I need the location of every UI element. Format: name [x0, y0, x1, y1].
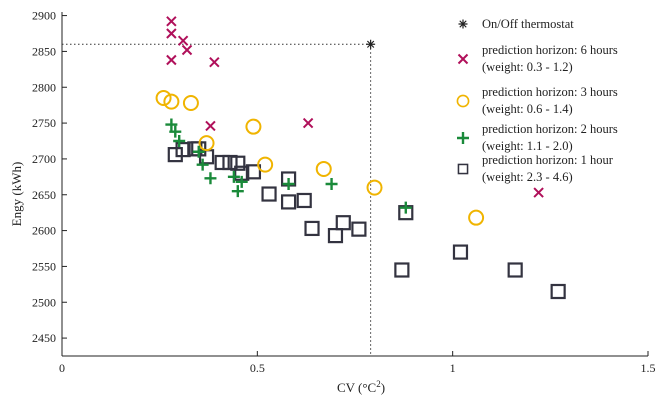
y-tick-label: 2550 [32, 259, 56, 273]
data-point-plus [204, 172, 217, 185]
data-point-circle [257, 156, 274, 173]
legend-marker-plus [457, 132, 469, 144]
data-point-square [327, 228, 344, 244]
data-point-plus [231, 185, 244, 198]
data-point-plus [399, 201, 412, 214]
data-point-square [222, 154, 238, 171]
data-point-x [166, 16, 177, 27]
data-point-x [181, 44, 193, 56]
data-point-square [550, 283, 566, 300]
data-point-plus [282, 178, 295, 190]
y-tick-label: 2850 [32, 44, 56, 58]
x-tick-label: 1 [450, 361, 456, 375]
data-point-square [214, 154, 230, 171]
data-point-circle [245, 118, 262, 135]
data-point-plus [173, 135, 186, 147]
data-point-x [166, 28, 177, 39]
legend-label: prediction horizon: 2 hours [482, 122, 618, 136]
data-point-square [280, 194, 297, 210]
data-point-asterisk [366, 39, 376, 49]
data-point-square [351, 221, 367, 237]
data-point-plus [325, 178, 338, 190]
y-tick-label: 2500 [32, 295, 56, 309]
legend-label: prediction horizon: 3 hours [482, 85, 618, 99]
series-square [167, 141, 566, 300]
y-tick-label: 2600 [32, 224, 56, 238]
y-tick-label: 2900 [32, 9, 56, 23]
data-point-x [177, 35, 189, 46]
data-point-square [507, 262, 523, 278]
data-point-square [167, 147, 183, 163]
data-point-plus [196, 158, 209, 171]
data-point-x [205, 120, 216, 132]
data-point-square [261, 186, 277, 202]
data-point-circle [163, 93, 180, 110]
data-point-circle [198, 135, 215, 152]
legend-marker-asterisk [458, 19, 468, 29]
series-x [166, 16, 544, 198]
x-axis-label-text: CV (°C [337, 380, 376, 395]
series-plus [165, 118, 412, 214]
y-tick-label: 2650 [32, 188, 56, 202]
legend-sublabel: (weight: 1.1 - 2.0) [482, 139, 573, 153]
legend-marker-x [457, 53, 469, 65]
data-point-square [245, 164, 262, 180]
legend-label: On/Off thermostat [482, 17, 574, 31]
data-point-square [452, 244, 469, 260]
data-point-circle [182, 95, 199, 112]
data-point-square [335, 215, 351, 231]
data-point-circle [315, 160, 332, 177]
legend-sublabel: (weight: 0.3 - 1.2) [482, 60, 573, 74]
axes: 0 0.5 1 1.5 2450 2500 2550 2600 2650 2700 2750 2800… [32, 9, 656, 375]
y-axis-label: Engy (kWh) [9, 162, 24, 227]
x-axis-label-close: ) [381, 380, 385, 395]
legend-sublabel: (weight: 2.3 - 4.6) [482, 170, 573, 184]
x-tick-label: 0 [59, 361, 65, 375]
series-asterisk [366, 39, 376, 49]
data-point-plus [169, 125, 182, 138]
legend: On/Off thermostat prediction horizon: 6 h… [456, 17, 618, 184]
legend-sublabel: (weight: 0.6 - 1.4) [482, 102, 573, 116]
data-point-plus [235, 175, 248, 188]
data-point-square [230, 155, 246, 171]
legend-marker-circle [456, 94, 470, 108]
data-point-plus [192, 145, 205, 158]
data-point-square [175, 142, 191, 158]
data-point-square [296, 192, 312, 209]
data-point-plus [165, 118, 178, 131]
data-point-x [533, 187, 544, 198]
data-point-square [394, 262, 410, 278]
data-point-x [166, 54, 177, 66]
legend-label: prediction horizon: 6 hours [482, 43, 618, 57]
y-tick-label: 2750 [32, 116, 56, 130]
data-point-circle [366, 179, 383, 196]
reference-lines [62, 43, 372, 356]
legend-marker-square [457, 163, 469, 175]
y-tick-label: 2800 [32, 80, 56, 94]
x-axis-label: CV (°C2) [337, 379, 385, 395]
data-point-x [302, 117, 314, 129]
data-marks [155, 16, 566, 300]
x-tick-label: 1.5 [641, 361, 656, 375]
x-tick-label: 0.5 [250, 361, 265, 375]
data-point-plus [227, 170, 240, 183]
data-point-square [304, 220, 320, 237]
data-point-circle [155, 90, 172, 106]
data-point-x [209, 56, 220, 68]
y-tick-label: 2700 [32, 152, 56, 166]
legend-label: prediction horizon: 1 hour [482, 153, 614, 167]
data-point-circle [468, 209, 485, 226]
y-tick-label: 2450 [32, 331, 56, 345]
x-axis-label-superscript: 2 [376, 379, 381, 389]
series-circle [155, 90, 485, 226]
